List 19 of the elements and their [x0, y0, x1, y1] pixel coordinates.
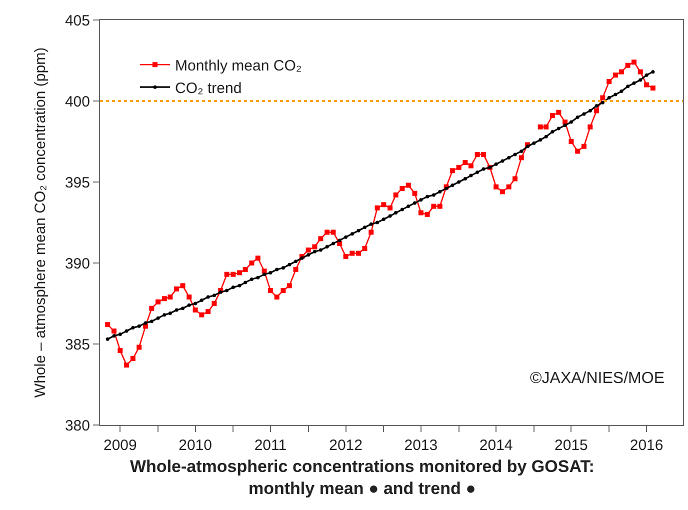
x-tick-label: 2010	[178, 437, 212, 454]
x-tick-label: 2011	[254, 437, 287, 454]
text: Whole-atmospheric concentrations monitored by GOSAT: monthly mean ● and trend ●	[130, 457, 594, 498]
y-tick-label: 400	[64, 93, 90, 110]
x-tick-label: 2012	[329, 437, 362, 454]
x-tick-label: 2015	[554, 437, 588, 454]
y-axis-title: Whole – atmosphere mean CO₂ concentration (ppm)	[32, 47, 50, 398]
x-tick-label: 2009	[103, 437, 137, 454]
x-tick-label: 2014	[479, 437, 513, 454]
legend-label: Monthly mean CO₂	[174, 57, 302, 74]
annotation: ©JAXA/NIES/MOE	[530, 370, 664, 387]
y-tick-label: 385	[64, 336, 90, 354]
legend-label: CO₂ trend	[174, 80, 242, 97]
y-tick-label: 390	[64, 255, 90, 272]
x-tick-label: 2016	[630, 437, 664, 454]
y-tick-label: 395	[64, 174, 90, 192]
y-tick-label: 380	[64, 417, 90, 434]
y-tick-label: 405	[64, 12, 90, 30]
x-tick-label: 2013	[404, 437, 438, 454]
